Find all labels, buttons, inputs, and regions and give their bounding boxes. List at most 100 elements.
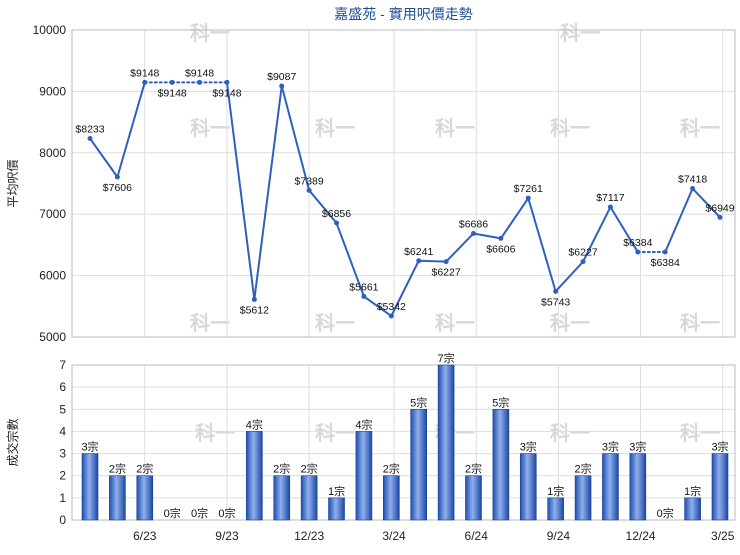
price-line-segment [335,222,365,298]
price-data-label: $7389 [295,175,324,187]
price-data-label: $7117 [596,192,625,204]
watermark-text: 科一 [550,116,590,140]
price-data-label: $6241 [404,246,433,258]
price-point [416,258,422,264]
price-line-segment [390,259,420,318]
line-y-axis-label: 平均呎價 [6,159,20,207]
watermark-text: 科一 [195,421,235,445]
watermark-text: 科一 [680,421,720,445]
count-data-label: 2宗 [136,462,153,476]
count-data-label: 1宗 [328,484,345,498]
price-point [361,293,367,299]
price-line-segment [609,206,639,254]
count-bar [437,364,455,521]
price-data-label: $6384 [651,257,680,269]
watermark-text: 科一 [560,21,600,45]
price-data-label: $5342 [377,301,406,313]
watermark-text: 科一 [550,421,590,445]
chart-title: 嘉盛苑 - 實用呎價走勢 [334,6,472,22]
count-bar [328,497,345,521]
bar-y-tick-label: 7 [59,358,66,372]
watermark-text: 科一 [435,116,475,140]
count-data-label: 4宗 [246,417,263,431]
price-data-label: $6686 [459,218,488,230]
bar-y-tick-label: 2 [59,469,66,483]
count-data-label: 0宗 [218,506,235,520]
price-data-label: $7261 [514,183,543,195]
count-data-label: 4宗 [355,417,372,431]
price-data-label: $6856 [322,208,351,220]
price-data-label: $9148 [212,87,241,99]
count-bar [684,497,701,521]
count-data-label: 1宗 [547,484,564,498]
x-tick-label: 9/24 [547,529,571,543]
watermark-text: 科一 [550,311,590,335]
price-data-label: $9148 [185,67,214,79]
count-bar [81,453,99,521]
watermark-text: 科一 [190,116,230,140]
bar-y-tick-label: 1 [59,491,66,505]
price-point [334,220,340,226]
count-bar [300,475,318,521]
count-bar [711,453,729,521]
price-data-label: $9087 [267,71,296,83]
price-line-segment [472,232,502,240]
bar-y-tick-label: 6 [59,380,66,394]
price-point [388,313,394,319]
price-data-label: $7606 [103,182,132,194]
price-point [607,204,613,210]
count-bar [519,453,537,521]
count-data-label: 0宗 [164,506,181,520]
price-data-label: $9148 [130,67,159,79]
price-point [169,79,175,85]
x-tick-label: 9/23 [215,529,239,543]
price-line-segment [582,206,612,263]
count-data-label: 3宗 [602,440,619,454]
line-y-tick-label: 10000 [33,23,67,37]
count-bar [109,475,126,521]
price-data-label: $6606 [486,243,515,255]
count-data-label: 0宗 [191,506,208,520]
count-data-label: 2宗 [465,462,482,476]
price-line-segment [308,189,338,225]
count-data-label: 3宗 [711,440,728,454]
price-point [635,249,641,255]
price-point [251,296,257,302]
watermark-text: 科一 [435,311,475,335]
price-line-segment [527,197,557,293]
price-point [279,83,285,89]
count-data-label: 3宗 [629,440,646,454]
count-data-label: 2宗 [109,462,126,476]
bar-y-tick-label: 0 [59,513,66,527]
line-y-tick-label: 9000 [39,84,66,98]
price-point [197,79,203,85]
count-bar [410,408,427,521]
count-data-label: 1宗 [684,484,701,498]
price-data-label: $5661 [349,281,378,293]
watermark-text: 科一 [190,311,230,335]
count-bar [629,453,647,521]
watermark-text: 科一 [680,311,720,335]
price-line-segment [417,259,448,263]
price-line-segment [445,232,475,263]
count-bar [273,475,291,521]
price-point [690,186,696,192]
price-point [525,195,531,201]
price-line-segment [554,260,585,293]
watermark-text: 科一 [315,116,355,140]
price-data-label: $8233 [75,123,104,135]
count-bar [355,431,373,521]
price-line-segment [116,81,146,178]
price-point [306,187,312,193]
price-data-label: $5743 [541,296,570,308]
count-data-label: 0宗 [657,506,674,520]
price-point [553,288,559,294]
price-line-segment [89,137,119,178]
price-point [142,79,148,85]
x-tick-label: 6/23 [133,529,157,543]
price-point [662,249,668,255]
price-point [717,214,723,220]
price-point [498,235,504,241]
bar-y-tick-label: 5 [59,402,66,416]
